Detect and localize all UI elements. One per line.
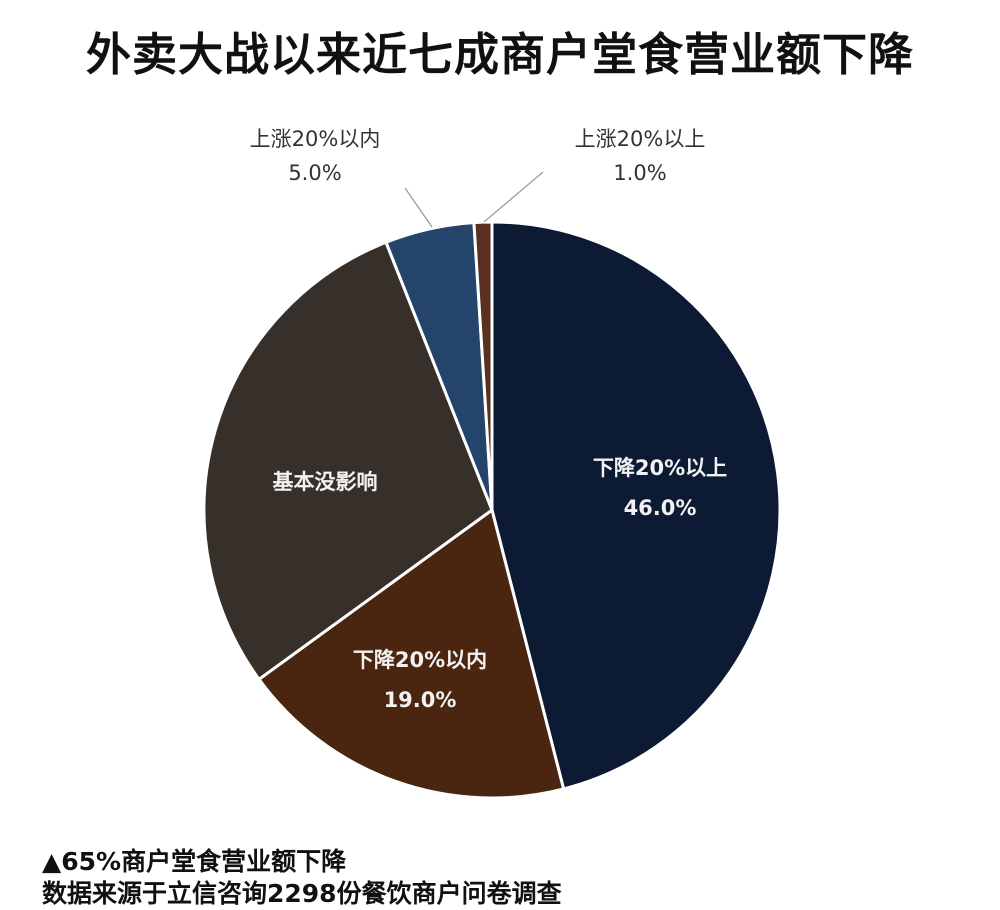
label-down-over20: 下降20%以上 46.0%: [560, 448, 760, 528]
label-name: 下降20%以内: [352, 648, 488, 672]
footnote-summary: ▲65%商户堂食营业额下降: [42, 847, 347, 876]
label-no-effect: 基本没影响: [240, 462, 410, 502]
pie-slice: [256, 507, 566, 800]
label-up-within20: 上涨20%以内 5.0%: [230, 122, 400, 190]
label-name: 上涨20%以上: [574, 127, 706, 151]
label-value: 19.0%: [383, 688, 457, 712]
label-value: 1.0%: [613, 161, 667, 185]
pie-slice: [490, 220, 782, 791]
label-down-within20: 下降20%以内 19.0%: [320, 640, 520, 720]
label-name: 基本没影响: [272, 470, 378, 494]
label-name: 下降20%以上: [592, 456, 728, 480]
label-name: 上涨20%以内: [249, 127, 381, 151]
leader-line-up-over20: [483, 171, 544, 223]
label-value: 5.0%: [288, 161, 342, 185]
footnote-source: 数据来源于立信咨询2298份餐饮商户问卷调查: [42, 879, 562, 908]
chart-title: 外卖大战以来近七成商户堂食营业额下降: [85, 28, 914, 81]
leader-line-up-within20: [404, 187, 433, 228]
pie-slice: [472, 220, 494, 511]
label-value: 46.0%: [623, 496, 697, 520]
label-up-over20: 上涨20%以上 1.0%: [555, 122, 725, 190]
pie-slices: [202, 220, 782, 800]
pie-slice: [202, 240, 494, 682]
